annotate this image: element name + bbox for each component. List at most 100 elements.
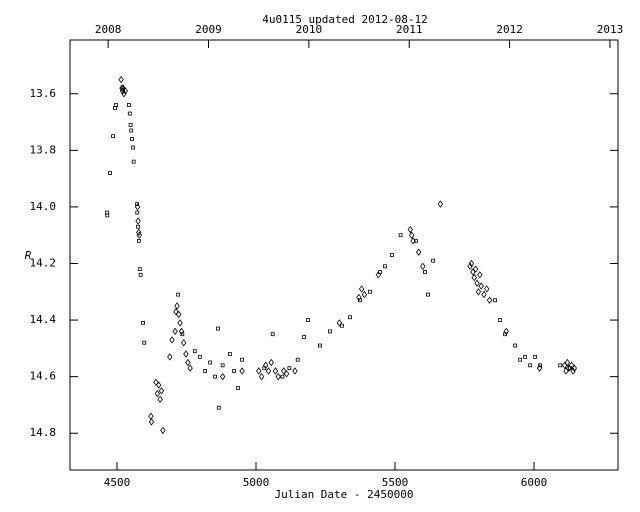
data-point [136, 224, 141, 229]
data-point [415, 248, 422, 256]
data-point [127, 111, 132, 116]
x-tick-label: 4500 [104, 476, 131, 489]
data-point [538, 363, 543, 368]
data-point [348, 315, 352, 320]
data-point [361, 290, 368, 299]
data-point [158, 387, 165, 395]
data-point [176, 292, 181, 297]
data-point [420, 262, 426, 270]
data-point [477, 271, 483, 279]
data-point [358, 285, 365, 293]
data-point [187, 364, 193, 372]
data-point [423, 270, 427, 274]
data-point [142, 340, 147, 345]
data-point [390, 253, 394, 257]
data-point [239, 367, 245, 375]
data-point [484, 285, 490, 293]
data-point [118, 75, 124, 84]
data-point [216, 326, 220, 331]
data-point [536, 364, 543, 372]
data-point [564, 358, 571, 367]
data-point [503, 327, 509, 336]
data-point [302, 335, 307, 339]
x-tick-label: 5500 [382, 476, 409, 489]
y-tick-label: 13.8 [30, 143, 57, 156]
data-point [240, 357, 245, 362]
data-point [413, 238, 418, 243]
data-point [283, 370, 290, 378]
data-point [178, 327, 185, 336]
data-point [263, 361, 269, 370]
data-point [137, 238, 141, 243]
data-point [471, 273, 477, 282]
data-point [134, 203, 141, 211]
data-point [127, 103, 131, 107]
data-point [129, 128, 134, 133]
data-point [185, 358, 191, 367]
x-axis-label: Julian Date - 2450000 [274, 488, 413, 501]
data-point [136, 231, 142, 239]
y-tick-label: 13.6 [30, 87, 57, 100]
y-tick-label: 14.6 [30, 370, 57, 383]
data-point [426, 292, 431, 297]
data-point [265, 367, 272, 375]
data-point [135, 217, 141, 225]
data-point [173, 307, 179, 316]
data-point [481, 290, 487, 299]
data-point [219, 372, 226, 381]
data-point [493, 298, 498, 303]
data-point [533, 354, 538, 359]
data-point [410, 237, 416, 245]
data-point [232, 369, 236, 373]
data-point [268, 358, 274, 367]
data-point [528, 363, 533, 368]
data-point [192, 349, 197, 354]
x2-tick-label: 2009 [195, 23, 222, 36]
data-point [108, 171, 112, 175]
data-point [292, 367, 298, 375]
data-point [128, 122, 133, 127]
data-point [148, 412, 154, 420]
data-point [568, 361, 575, 370]
data-point [181, 339, 187, 347]
data-point [114, 103, 119, 107]
data-point [478, 282, 484, 290]
y-tick-label: 14.8 [30, 426, 57, 439]
data-point [368, 289, 372, 294]
data-point [407, 225, 414, 234]
x2-tick-label: 2012 [496, 23, 523, 36]
data-point [472, 265, 479, 273]
data-point [135, 202, 139, 206]
data-point [176, 310, 182, 319]
data-point [281, 367, 287, 375]
data-point [398, 233, 403, 238]
data-point [135, 210, 140, 215]
x2-tick-label: 2010 [296, 23, 323, 36]
data-point [518, 357, 523, 362]
data-point [467, 262, 473, 270]
data-point [177, 319, 183, 327]
x2-tick-label: 2011 [396, 23, 423, 36]
data-point [272, 367, 279, 375]
data-point [523, 354, 528, 359]
data-point [571, 364, 578, 372]
data-point [208, 360, 213, 365]
data-point [227, 352, 232, 356]
data-point [122, 87, 129, 95]
data-point [437, 200, 444, 208]
data-point [328, 329, 332, 334]
data-point [220, 363, 225, 368]
data-point [148, 418, 155, 426]
y-tick-label: 14.2 [30, 256, 57, 269]
data-point [236, 386, 240, 390]
data-point [498, 318, 503, 322]
x2-tick-label: 2013 [597, 23, 624, 36]
data-point [174, 302, 180, 310]
data-point [155, 381, 162, 389]
data-point [258, 372, 265, 381]
data-point [270, 332, 275, 337]
data-point [318, 343, 322, 348]
data-point [280, 374, 285, 379]
data-point [153, 378, 159, 386]
data-point [383, 264, 387, 269]
